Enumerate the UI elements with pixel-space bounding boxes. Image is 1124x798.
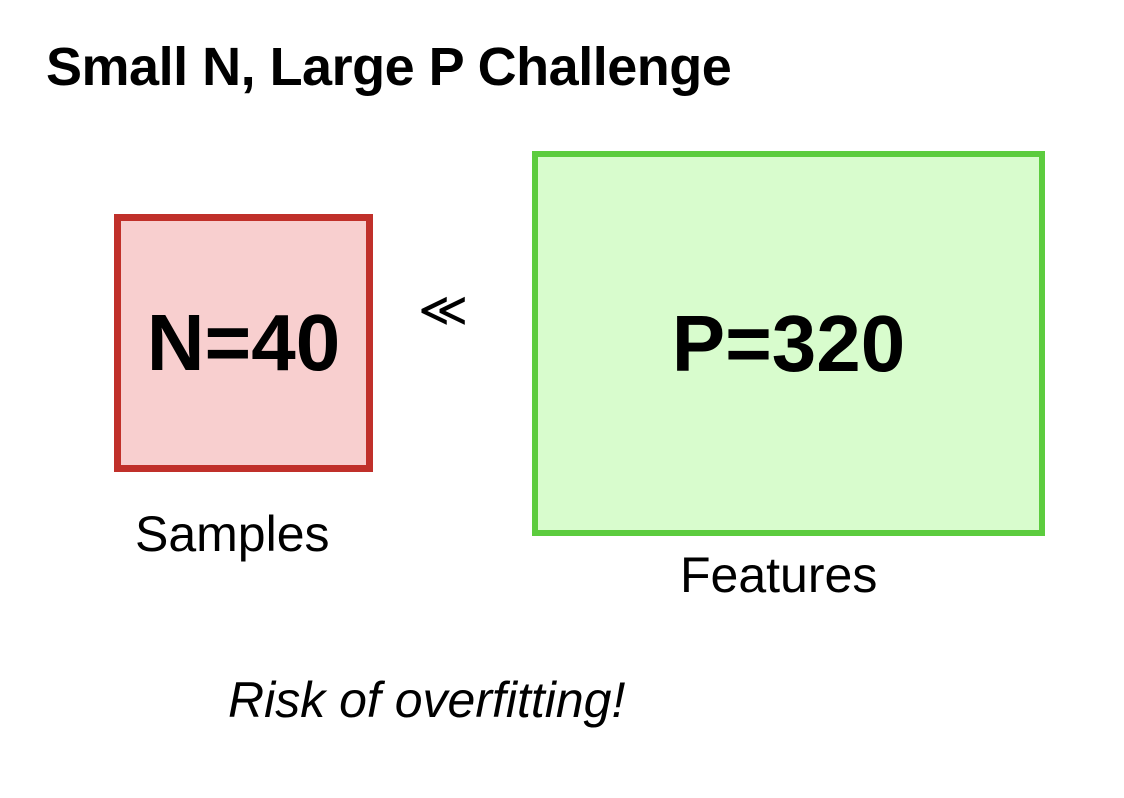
diagram-title: Small N, Large P Challenge [46, 37, 732, 97]
features-box: P=320 [532, 151, 1045, 536]
features-value-label: P=320 [671, 298, 906, 388]
features-caption: Features [680, 547, 878, 603]
samples-value-label: N=40 [146, 298, 341, 387]
much-less-than-symbol: ≪ [418, 282, 469, 338]
overfitting-note: Risk of overfitting! [228, 672, 626, 728]
samples-caption: Samples [135, 506, 330, 562]
samples-box: N=40 [114, 214, 373, 472]
